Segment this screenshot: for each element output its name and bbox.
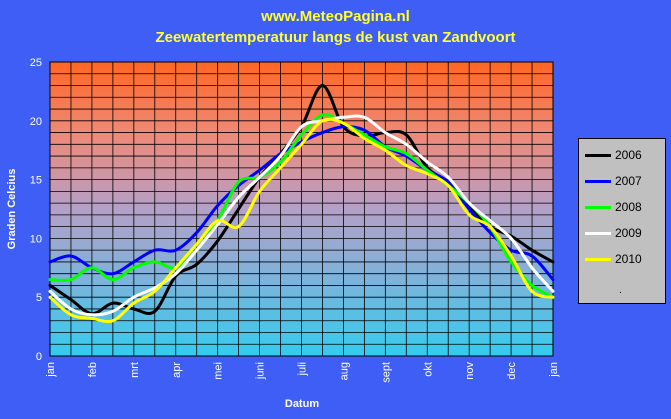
chart-title: www.MeteoPagina.nl bbox=[261, 8, 410, 25]
x-tick-label: sept bbox=[380, 362, 392, 383]
legend-item-2006: 2006 bbox=[585, 145, 663, 165]
x-tick-label: apr bbox=[171, 362, 183, 378]
x-tick-label: juli bbox=[297, 362, 309, 376]
x-tick-label: juni bbox=[255, 362, 267, 380]
y-tick-label: 25 bbox=[30, 57, 42, 69]
series-line-2009 bbox=[48, 114, 555, 317]
series-line-2007 bbox=[48, 125, 555, 282]
legend-swatch bbox=[585, 179, 611, 183]
y-axis-title: Graden Celcius bbox=[6, 169, 18, 250]
x-tick-label: okt bbox=[422, 362, 434, 377]
chart-subtitle: Zeewatertemperatuur langs de kust van Za… bbox=[155, 29, 516, 46]
x-tick-label: mrt bbox=[129, 362, 141, 378]
legend-item-2008: 2008 bbox=[585, 197, 663, 217]
y-tick-label: 0 bbox=[36, 351, 42, 363]
x-tick-label: feb bbox=[87, 362, 99, 377]
legend-swatch bbox=[585, 205, 611, 209]
legend-label: 2006 bbox=[615, 148, 642, 162]
y-tick-label: 5 bbox=[36, 292, 42, 304]
legend-swatch bbox=[585, 153, 611, 157]
legend-swatch bbox=[585, 257, 611, 261]
legend-label: 2008 bbox=[615, 200, 642, 214]
legend-extra: . bbox=[619, 285, 622, 296]
y-tick-label: 10 bbox=[30, 233, 42, 245]
x-tick-label: aug bbox=[338, 362, 350, 380]
y-tick-label: 15 bbox=[30, 175, 42, 187]
legend-label: 2009 bbox=[615, 226, 642, 240]
x-tick-label: jan bbox=[548, 362, 560, 378]
legend-label: 2010 bbox=[615, 252, 642, 266]
x-tick-label: dec bbox=[506, 362, 518, 380]
legend-item-2009: 2009 bbox=[585, 223, 663, 243]
series-line-2010 bbox=[48, 117, 555, 324]
x-tick-label: jan bbox=[45, 362, 57, 378]
x-tick-label: nov bbox=[464, 362, 476, 380]
legend-label: 2007 bbox=[615, 174, 642, 188]
x-axis-title: Datum bbox=[285, 398, 319, 410]
legend-swatch bbox=[585, 231, 611, 235]
legend-item-2010: 2010 bbox=[585, 249, 663, 269]
y-tick-label: 20 bbox=[30, 116, 42, 128]
legend: 2006 2007 2008 2009 2010 . bbox=[578, 138, 666, 304]
x-tick-label: mei bbox=[213, 362, 225, 380]
legend-item-2007: 2007 bbox=[585, 171, 663, 191]
plot-border bbox=[49, 61, 554, 357]
